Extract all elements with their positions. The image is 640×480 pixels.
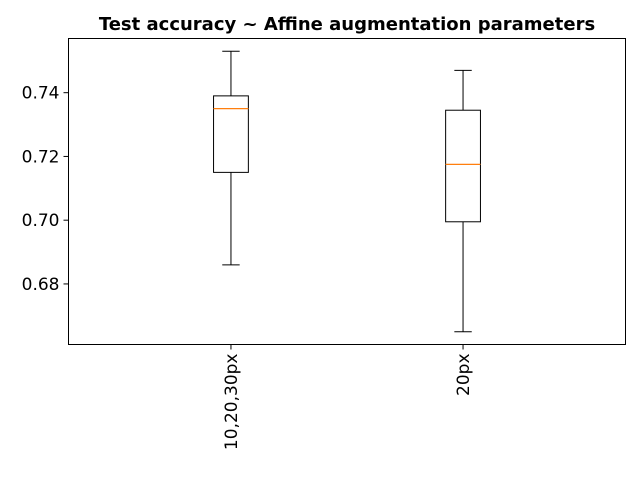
plot-area-frame	[68, 38, 626, 345]
x-tick-label: 20px	[454, 354, 474, 396]
x-tick-label: 10,20,30px	[222, 354, 242, 451]
box-iqr	[213, 95, 249, 173]
box-iqr	[445, 109, 481, 223]
y-tick-label: 0.68	[22, 275, 60, 295]
y-tick-label: 0.74	[22, 84, 60, 104]
y-tick-label: 0.70	[22, 211, 60, 231]
chart-title: Test accuracy ~ Affine augmentation para…	[99, 14, 595, 35]
y-tick-label: 0.72	[22, 147, 60, 167]
